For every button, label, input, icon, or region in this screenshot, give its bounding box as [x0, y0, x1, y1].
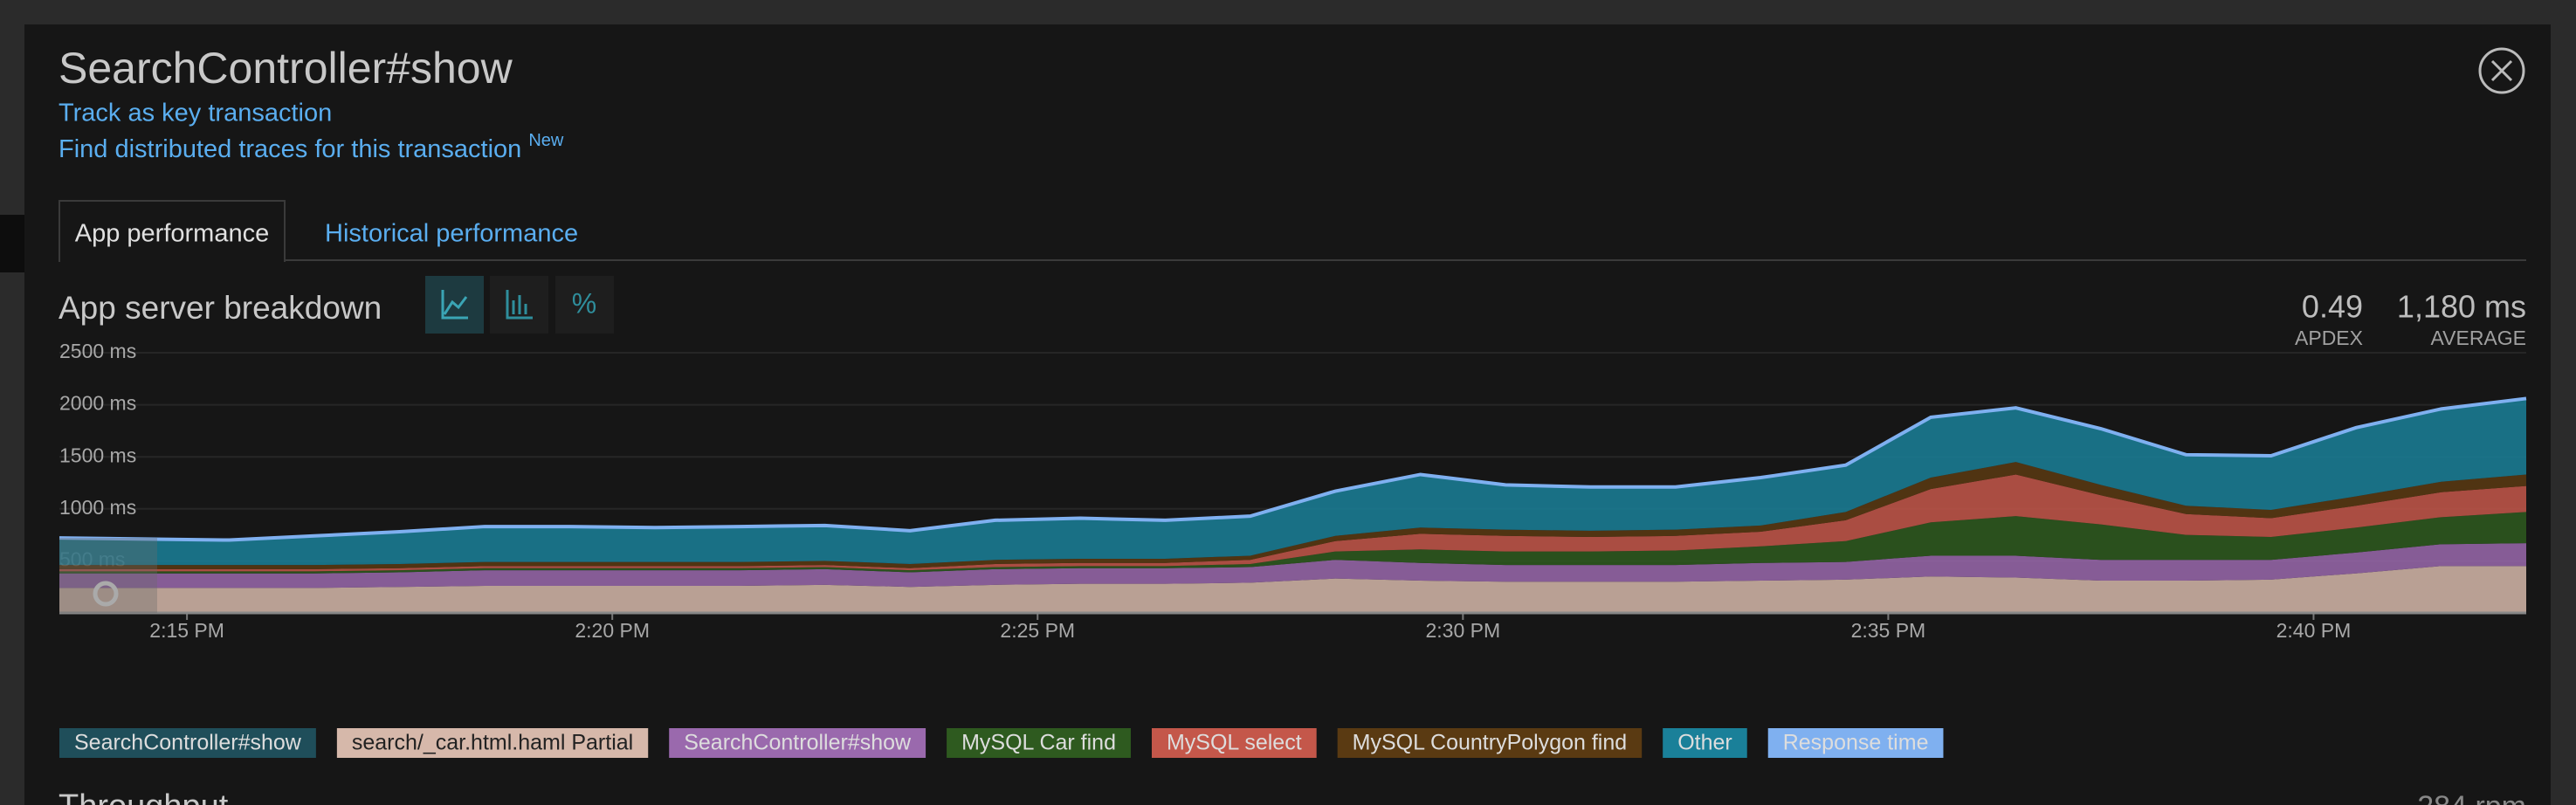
legend-item[interactable]: Other: [1663, 728, 1747, 758]
y-tick-label: 1000 ms: [59, 496, 136, 519]
chart-type-buttons: %: [425, 276, 614, 334]
legend-label[interactable]: SearchController#show: [684, 731, 912, 755]
response-line: [59, 396, 2527, 542]
area-layer: [59, 462, 2526, 569]
tab-active[interactable]: [59, 200, 286, 262]
bar-icon[interactable]: [506, 290, 533, 320]
area-layer: [59, 566, 2526, 613]
legend-item[interactable]: MySQL select: [1151, 728, 1317, 758]
y-tick-label: 2500 ms: [59, 340, 136, 362]
legend-swatch[interactable]: [1663, 728, 1747, 758]
apdex-label: APDEX: [2295, 327, 2363, 349]
range-handle[interactable]: [93, 581, 119, 607]
close-circle[interactable]: [2478, 47, 2525, 94]
legend-item[interactable]: SearchController#show: [669, 728, 926, 758]
legend-item[interactable]: SearchController#show: [59, 728, 316, 758]
legend-label[interactable]: MySQL CountryPolygon find: [1353, 731, 1628, 755]
legend-swatch[interactable]: [1767, 728, 1944, 758]
link[interactable]: Track as key transaction: [59, 100, 332, 127]
section-value: 284 rpm: [2417, 790, 2526, 805]
chart-title: App server breakdown: [59, 290, 382, 326]
side-strip: [0, 215, 24, 272]
legend-swatch[interactable]: [59, 728, 316, 758]
tab[interactable]: App performance: [75, 220, 269, 248]
legend: SearchController#show search/_car.html.ha…: [59, 728, 1944, 758]
legend-swatch[interactable]: [669, 728, 926, 758]
average: 1,180 ms: [2397, 289, 2526, 325]
legend-label[interactable]: MySQL Car find: [961, 731, 1116, 755]
legend-swatch[interactable]: [336, 728, 649, 758]
percent-label[interactable]: %: [572, 287, 596, 319]
link[interactable]: Find distributed traces for this transac…: [59, 131, 564, 162]
link-text[interactable]: Find distributed traces for this transac…: [59, 135, 521, 163]
modal: [24, 24, 2551, 805]
legend-item[interactable]: search/_car.html.haml Partial: [336, 728, 649, 758]
legend-item[interactable]: MySQL CountryPolygon find: [1337, 728, 1643, 758]
x-tick-label: 2:15 PM: [149, 619, 224, 642]
x-tick-label: 2:30 PM: [1425, 619, 1500, 642]
close-button[interactable]: [2478, 47, 2525, 94]
legend-item[interactable]: MySQL Car find: [947, 728, 1131, 758]
legend-label[interactable]: Other: [1677, 731, 1732, 755]
tab-gap: [60, 259, 284, 263]
legend-swatch[interactable]: [947, 728, 1131, 758]
y-tick-label: 2000 ms: [59, 392, 136, 415]
legend-label[interactable]: Response time: [1783, 731, 1929, 755]
apdex: 0.49: [2302, 289, 2363, 325]
close-icon[interactable]: [2490, 59, 2513, 82]
area-layer: [59, 512, 2526, 574]
x-tick-label: 2:40 PM: [2276, 619, 2352, 642]
area-layer: [59, 543, 2526, 588]
x-tick-label: 2:25 PM: [1000, 619, 1075, 642]
tab[interactable]: Historical performance: [325, 220, 578, 248]
title: SearchController#show: [59, 44, 513, 93]
legend-swatch[interactable]: [1337, 728, 1643, 758]
legend-label[interactable]: search/_car.html.haml Partial: [352, 731, 633, 755]
range-overlay[interactable]: [59, 538, 157, 613]
legend-label[interactable]: MySQL select: [1167, 731, 1302, 755]
average-label: AVERAGE: [2431, 327, 2527, 349]
area-layer: [59, 399, 2526, 566]
area-layer: [59, 474, 2526, 572]
percent-button[interactable]: [555, 276, 614, 334]
legend-swatch[interactable]: [1151, 728, 1317, 758]
area-icon[interactable]: [441, 290, 468, 320]
x-tick-label: 2:35 PM: [1851, 619, 1926, 642]
legend-label[interactable]: SearchController#show: [74, 731, 302, 755]
x-tick-label: 2:20 PM: [575, 619, 650, 642]
legend-item[interactable]: Response time: [1767, 728, 1944, 758]
y-tick-label: 1500 ms: [59, 444, 136, 466]
section-title: Throughput: [59, 788, 229, 805]
new-badge: New: [528, 131, 564, 150]
